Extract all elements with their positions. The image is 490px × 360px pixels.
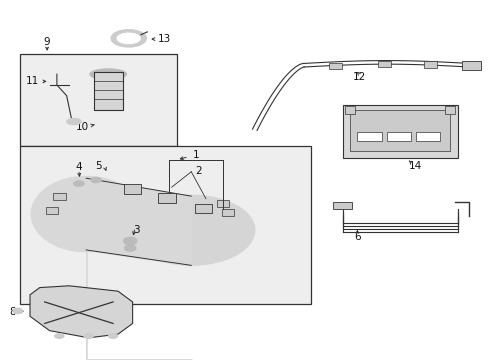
Ellipse shape <box>84 333 94 338</box>
Text: 3: 3 <box>133 225 140 235</box>
FancyBboxPatch shape <box>53 193 66 200</box>
Ellipse shape <box>67 118 81 125</box>
Text: 5: 5 <box>95 161 102 171</box>
FancyBboxPatch shape <box>20 146 311 304</box>
FancyBboxPatch shape <box>329 63 342 69</box>
FancyBboxPatch shape <box>94 72 123 110</box>
Ellipse shape <box>123 237 137 245</box>
Text: 10: 10 <box>76 122 89 132</box>
FancyBboxPatch shape <box>20 54 176 146</box>
Text: 8: 8 <box>10 307 16 317</box>
Text: 1: 1 <box>193 150 199 160</box>
Text: 2: 2 <box>196 166 202 176</box>
Text: 13: 13 <box>158 34 171 44</box>
Text: 6: 6 <box>354 232 361 242</box>
FancyBboxPatch shape <box>217 200 229 207</box>
FancyBboxPatch shape <box>343 105 458 158</box>
FancyBboxPatch shape <box>357 132 382 141</box>
FancyBboxPatch shape <box>416 132 441 141</box>
Text: 7: 7 <box>107 315 114 325</box>
Ellipse shape <box>124 245 136 251</box>
Text: 4: 4 <box>75 162 82 172</box>
Ellipse shape <box>74 181 84 186</box>
Text: 14: 14 <box>408 161 422 171</box>
FancyBboxPatch shape <box>158 193 175 203</box>
FancyBboxPatch shape <box>333 202 351 210</box>
FancyBboxPatch shape <box>463 60 481 69</box>
FancyBboxPatch shape <box>124 184 142 194</box>
Ellipse shape <box>13 308 23 314</box>
Text: 12: 12 <box>353 72 367 82</box>
Ellipse shape <box>54 333 64 338</box>
Text: 11: 11 <box>26 76 39 86</box>
Ellipse shape <box>108 333 118 338</box>
FancyBboxPatch shape <box>424 61 437 68</box>
FancyBboxPatch shape <box>445 107 455 114</box>
FancyBboxPatch shape <box>378 60 391 67</box>
Ellipse shape <box>128 195 255 265</box>
Ellipse shape <box>117 33 141 44</box>
Ellipse shape <box>91 177 101 183</box>
FancyBboxPatch shape <box>387 132 411 141</box>
Ellipse shape <box>89 120 128 130</box>
Polygon shape <box>30 286 133 338</box>
FancyBboxPatch shape <box>195 204 212 213</box>
FancyBboxPatch shape <box>345 107 355 114</box>
Ellipse shape <box>31 176 141 252</box>
FancyBboxPatch shape <box>350 110 450 151</box>
Ellipse shape <box>111 30 147 47</box>
Ellipse shape <box>90 69 126 80</box>
FancyBboxPatch shape <box>46 207 58 214</box>
Text: 9: 9 <box>44 37 50 47</box>
FancyBboxPatch shape <box>221 209 234 216</box>
